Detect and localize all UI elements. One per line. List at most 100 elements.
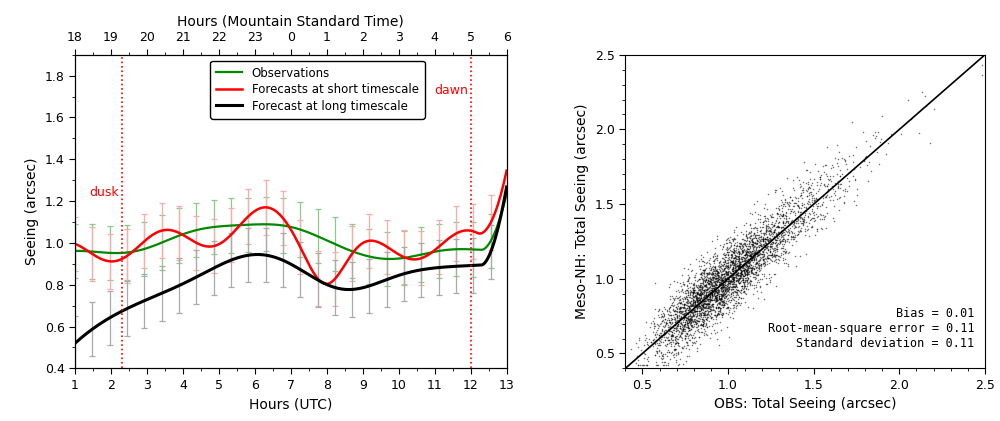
Point xyxy=(702,270,718,277)
Point xyxy=(724,279,740,285)
Point xyxy=(767,240,783,246)
Point xyxy=(672,333,688,339)
Point xyxy=(789,232,805,238)
Point xyxy=(657,330,673,337)
Point xyxy=(793,191,809,198)
Point xyxy=(682,318,698,325)
Point xyxy=(748,274,764,281)
Point xyxy=(792,227,808,234)
Point xyxy=(748,272,764,279)
Point xyxy=(678,290,694,297)
Point xyxy=(683,302,699,309)
Point xyxy=(715,292,731,298)
Point xyxy=(787,232,803,239)
Point xyxy=(727,258,743,265)
Point xyxy=(743,257,759,264)
Point xyxy=(692,291,708,298)
Point xyxy=(790,203,806,209)
Point xyxy=(735,295,751,301)
Point xyxy=(745,238,761,245)
Point xyxy=(695,293,711,300)
Point xyxy=(654,308,670,314)
Point xyxy=(671,297,687,304)
Point xyxy=(701,289,717,296)
Point xyxy=(696,293,712,300)
Point xyxy=(738,268,754,274)
Point xyxy=(716,261,732,267)
Point xyxy=(709,266,725,273)
Point xyxy=(695,312,711,319)
Point xyxy=(785,176,801,183)
Point xyxy=(735,235,751,242)
Point xyxy=(787,253,803,259)
Point xyxy=(702,274,718,281)
Point xyxy=(765,239,781,245)
Point xyxy=(690,327,706,334)
Point xyxy=(756,271,772,278)
Point xyxy=(686,296,702,303)
Point xyxy=(785,233,801,240)
Point xyxy=(725,282,741,289)
Point xyxy=(693,291,709,298)
Point xyxy=(720,248,736,255)
Point xyxy=(772,240,788,246)
Point xyxy=(671,319,687,325)
Point xyxy=(781,221,797,228)
Point xyxy=(667,311,683,317)
Point xyxy=(713,278,729,285)
Point xyxy=(735,261,751,268)
Point xyxy=(728,282,744,289)
Point xyxy=(731,280,747,287)
Point xyxy=(705,252,721,259)
Point xyxy=(725,276,741,282)
Point xyxy=(743,253,759,259)
Point xyxy=(654,327,670,334)
Point xyxy=(713,283,729,290)
Point xyxy=(682,316,698,323)
Point xyxy=(692,298,708,305)
Point xyxy=(700,269,716,276)
Point xyxy=(702,306,718,313)
Point xyxy=(717,277,733,283)
Point xyxy=(661,324,677,331)
Point xyxy=(674,309,690,316)
Point xyxy=(798,167,814,174)
Point xyxy=(710,268,726,275)
Point xyxy=(740,259,756,266)
Point xyxy=(682,336,698,343)
Point xyxy=(806,176,822,182)
Point xyxy=(761,237,777,244)
Point xyxy=(713,294,729,301)
Point xyxy=(671,314,687,321)
Point xyxy=(724,251,740,258)
Point xyxy=(785,220,801,227)
Point xyxy=(737,269,753,276)
Point xyxy=(655,355,671,362)
Point xyxy=(668,288,684,295)
Point xyxy=(691,301,707,308)
Point xyxy=(684,314,700,320)
Point xyxy=(749,248,765,255)
Forecasts at short timescale xyxy=(70,242,82,247)
Point xyxy=(668,359,684,365)
Point xyxy=(728,249,744,256)
Point xyxy=(823,165,839,171)
Point xyxy=(768,237,784,244)
Point xyxy=(702,273,718,280)
Point xyxy=(751,244,767,251)
Point xyxy=(709,255,725,262)
Point xyxy=(716,295,732,301)
Point xyxy=(754,243,770,250)
Point xyxy=(752,275,768,282)
Point xyxy=(727,287,743,294)
Point xyxy=(820,187,836,194)
Point xyxy=(705,262,721,269)
Point xyxy=(692,292,708,298)
Point xyxy=(676,321,692,328)
Point xyxy=(739,236,755,243)
Point xyxy=(702,289,718,296)
Point xyxy=(757,240,773,247)
Point xyxy=(692,312,708,319)
Point xyxy=(709,285,725,291)
Point xyxy=(696,301,712,308)
